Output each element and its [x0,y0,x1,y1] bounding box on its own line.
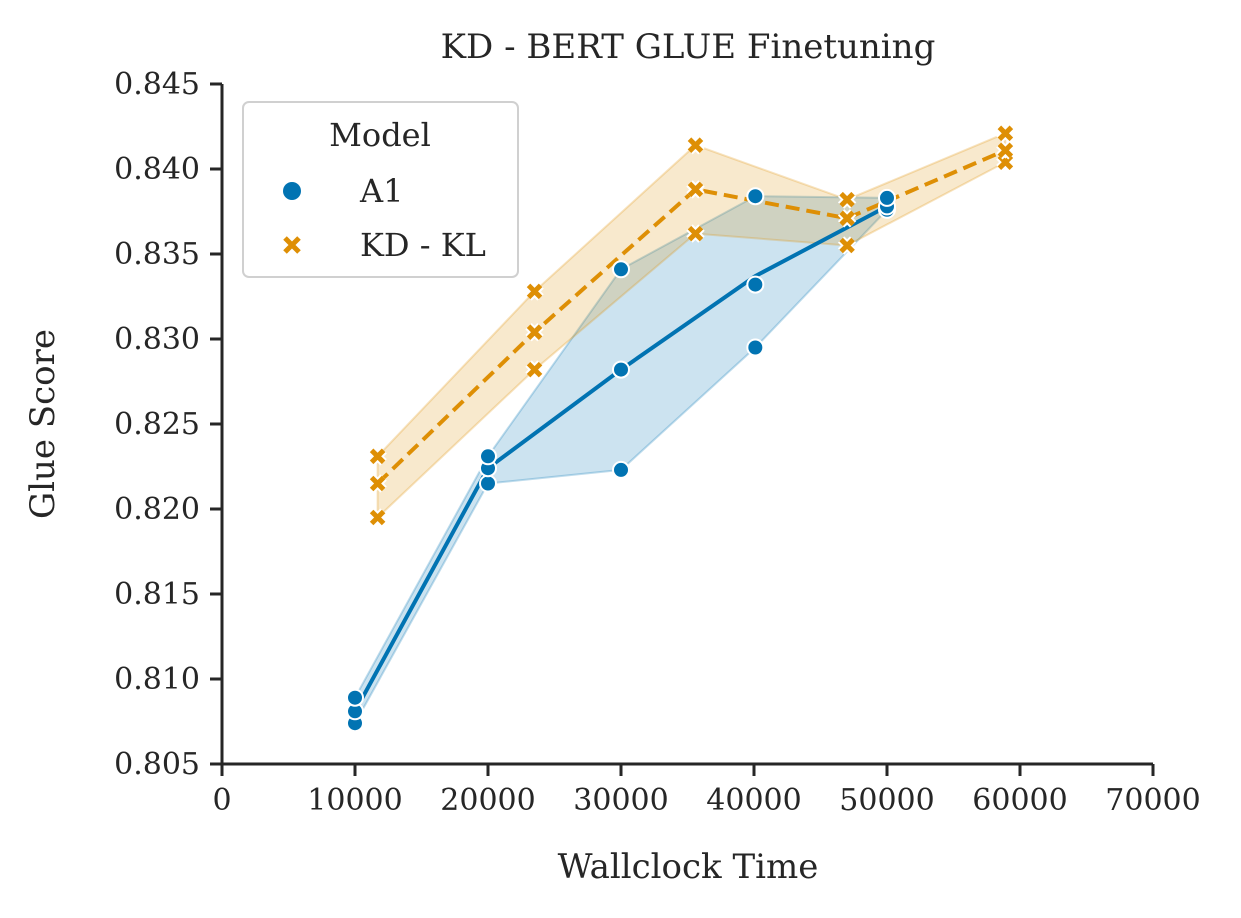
point-a1 [479,447,497,466]
point-a1 [746,275,765,294]
point-a1 [612,360,630,379]
point-kd-kl [686,224,705,243]
point-kd-kl [686,180,705,199]
x-tick-label: 0 [212,783,231,818]
point-a1 [878,188,896,207]
legend-marker-a1 [283,182,301,200]
x-tick-label: 70000 [1105,783,1200,818]
legend-frame [242,101,519,278]
point-kd-kl [837,190,857,209]
point-kd-kl [837,209,857,228]
point-kd-kl [525,282,544,301]
y-tick-label: 0.805 [114,747,200,782]
point-kd-kl [368,447,387,466]
y-tick-label: 0.830 [114,322,200,357]
y-tick-label: 0.840 [114,152,200,187]
y-tick-label: 0.815 [114,577,200,612]
y-tick-label: 0.825 [114,407,200,442]
point-kd-kl [368,474,387,493]
x-tick-label: 20000 [440,783,535,818]
series-points [346,124,1015,733]
y-tick-label: 0.820 [114,492,200,527]
x-tick-label: 30000 [573,783,668,818]
point-a1 [479,474,497,493]
legend-label-kd-kl: KD - KL [360,226,486,264]
point-a1 [346,688,364,707]
point-kd-kl [837,236,857,255]
point-a1 [746,187,765,206]
chart-title: KD - BERT GLUE Finetuning [441,27,936,67]
legend-title: Model [329,116,431,154]
x-tick-label: 40000 [706,783,801,818]
point-kd-kl [996,141,1015,160]
y-axis-label: Glue Score [23,329,63,519]
y-tick-label: 0.845 [114,67,200,102]
x-tick-label: 60000 [972,783,1067,818]
x-axis-label: Wallclock Time [558,847,819,887]
y-tick-label: 0.810 [114,662,200,697]
point-a1 [746,338,765,357]
legend-label-a1: A1 [359,172,403,210]
y-tick-label: 0.835 [114,237,200,272]
legend-marker-kd-kl [283,236,301,254]
point-kd-kl [525,323,544,342]
legend: Model A1 KD - KL [242,101,519,278]
x-tick-label: 50000 [839,783,934,818]
point-kd-kl [368,508,387,527]
point-kd-kl [996,124,1015,143]
x-tick-label: 10000 [307,783,402,818]
x-ticks: 0 10000 20000 30000 40000 50000 60000 70000 [212,764,1201,818]
y-ticks: 0.805 0.810 0.815 0.820 0.825 0.830 0.835 0.840… [114,67,222,782]
point-a1 [612,460,630,479]
point-kd-kl [686,136,705,155]
legend-items: A1 KD - KL [283,172,486,264]
point-kd-kl [525,360,544,379]
point-a1 [612,260,630,279]
